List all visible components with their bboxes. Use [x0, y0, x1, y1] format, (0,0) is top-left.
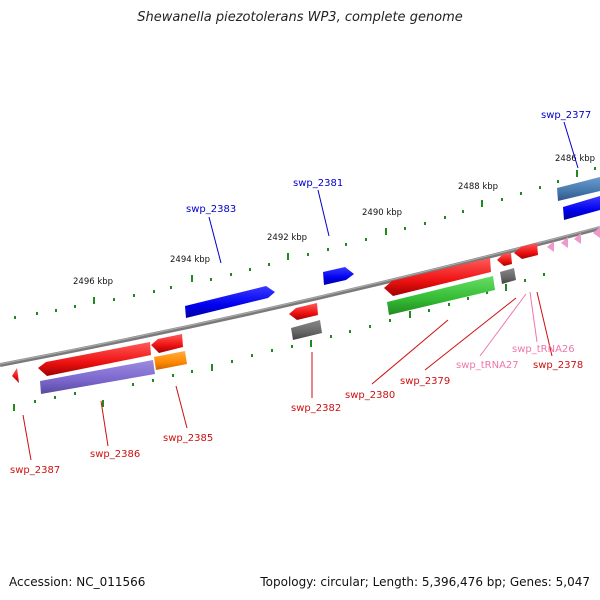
- gene-swp_2386-purple[interactable]: [40, 360, 155, 394]
- label-swp_tRNA26: swp_tRNA26: [512, 344, 575, 355]
- label-swp_2385: swp_2385: [163, 433, 213, 444]
- gene-swp_2387[interactable]: [12, 368, 19, 383]
- leader-lines: [22, 121, 579, 461]
- gene-steelblue[interactable]: [557, 177, 600, 201]
- scale-label-2496: 2496 kbp: [73, 277, 113, 287]
- label-swp_tRNA27: swp_tRNA27: [456, 360, 519, 371]
- label-swp_2383: swp_2383: [186, 204, 236, 215]
- gene-swp_2385-orange[interactable]: [154, 351, 187, 370]
- genome-backbone: [0, 226, 600, 367]
- map-title: Shewanella piezotolerans WP3, complete g…: [137, 10, 463, 25]
- label-swp_2382: swp_2382: [291, 403, 341, 414]
- gene-swp_2386-red[interactable]: [38, 342, 151, 376]
- reverse-genes: [12, 227, 600, 394]
- inner-tick-row: [13, 273, 545, 411]
- label-swp_2378: swp_2378: [533, 360, 583, 371]
- forward-genes: [185, 177, 600, 318]
- gene-swp_2378[interactable]: [514, 243, 538, 259]
- scale-label-2492: 2492 kbp: [267, 233, 307, 243]
- gene-swp_2383[interactable]: [185, 286, 275, 318]
- gene-swp_2379[interactable]: [387, 276, 495, 315]
- gene-swp_2377-blue[interactable]: [563, 196, 600, 220]
- scale-label-2494: 2494 kbp: [170, 255, 210, 265]
- trna-markers[interactable]: [547, 227, 600, 252]
- label-swp_2379: swp_2379: [400, 376, 450, 387]
- label-swp_2380: swp_2380: [345, 390, 395, 401]
- gene-swp_2382-gray[interactable]: [291, 320, 322, 340]
- genome-backbone-highlight: [0, 226, 600, 365]
- scale-label-2488: 2488 kbp: [458, 182, 498, 192]
- gene-swp_2382-red[interactable]: [289, 303, 318, 320]
- gene-swp_2378-small[interactable]: [497, 253, 512, 266]
- genome-summary-text: Topology: circular; Length: 5,396,476 bp…: [260, 575, 590, 589]
- label-swp_2386: swp_2386: [90, 449, 140, 460]
- gene-swp_2380[interactable]: [384, 258, 491, 296]
- gene-swp_2385-red[interactable]: [151, 334, 183, 353]
- label-swp_2387: swp_2387: [10, 465, 60, 476]
- scale-label-2490: 2490 kbp: [362, 208, 402, 218]
- label-swp_2377: swp_2377: [541, 110, 591, 121]
- label-swp_2381: swp_2381: [293, 178, 343, 189]
- outer-tick-row: [14, 167, 596, 319]
- accession-text: Accession: NC_011566: [9, 575, 146, 589]
- gene-gray-small[interactable]: [500, 268, 516, 284]
- gene-swp_2381[interactable]: [323, 267, 354, 285]
